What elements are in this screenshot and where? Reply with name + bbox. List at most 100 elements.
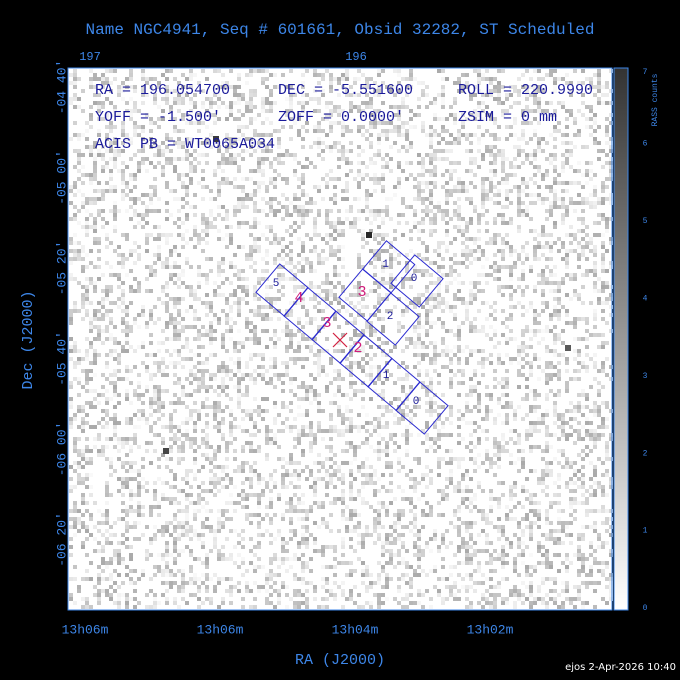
noise-pixel [469,181,473,185]
noise-pixel [313,437,317,441]
noise-pixel [565,437,569,441]
noise-pixel [169,161,173,165]
noise-pixel [485,77,489,81]
noise-pixel [265,85,269,89]
noise-pixel [321,197,325,201]
noise-pixel [165,77,169,81]
noise-pixel [325,429,329,433]
noise-pixel [129,417,133,421]
noise-pixel [405,441,409,445]
noise-pixel [253,129,257,133]
noise-pixel [265,185,269,189]
noise-pixel [545,141,549,145]
noise-pixel [381,281,385,285]
noise-pixel [305,465,309,469]
noise-pixel [337,389,341,393]
noise-pixel [565,189,569,193]
noise-pixel [385,165,389,169]
noise-pixel [121,289,125,293]
noise-pixel [473,281,477,285]
noise-pixel [425,133,429,137]
noise-pixel [329,417,333,421]
noise-pixel [533,253,537,257]
noise-pixel [525,205,529,209]
noise-pixel [509,245,513,249]
noise-pixel [337,465,341,469]
noise-pixel [285,205,289,209]
noise-pixel [177,145,181,149]
noise-pixel [365,81,369,85]
noise-pixel [109,169,113,173]
noise-pixel [281,153,285,157]
noise-pixel [509,317,513,321]
noise-pixel [337,77,341,81]
noise-pixel [525,121,529,125]
noise-pixel [421,345,425,349]
noise-pixel [577,293,581,297]
noise-pixel [405,345,409,349]
noise-pixel [529,329,533,333]
noise-pixel [185,429,189,433]
noise-pixel [409,385,413,389]
noise-pixel [329,197,333,201]
noise-pixel [269,201,273,205]
noise-pixel [357,309,361,313]
noise-pixel [209,145,213,149]
noise-pixel [477,289,481,293]
noise-pixel [193,457,197,461]
noise-pixel [553,273,557,277]
noise-pixel [213,101,217,105]
noise-pixel [165,185,169,189]
noise-pixel [257,473,261,477]
noise-pixel [325,213,329,217]
noise-pixel [297,177,301,181]
noise-pixel [465,185,469,189]
noise-pixel [117,285,121,289]
noise-pixel [289,213,293,217]
noise-pixel [77,177,81,181]
noise-pixel [501,157,505,161]
noise-pixel [321,77,325,81]
noise-pixel [185,173,189,177]
noise-pixel [109,337,113,341]
noise-pixel [461,261,465,265]
noise-pixel [69,345,73,349]
noise-pixel [477,405,481,409]
noise-pixel [429,325,433,329]
noise-pixel [185,437,189,441]
noise-pixel [389,121,393,125]
noise-pixel [109,373,113,377]
noise-pixel [577,405,581,409]
noise-pixel [257,245,261,249]
noise-pixel [245,149,249,153]
noise-pixel [257,277,261,281]
noise-pixel [269,109,273,113]
noise-pixel [453,213,457,217]
noise-pixel [457,381,461,385]
noise-pixel [593,333,597,337]
noise-pixel [121,125,125,129]
noise-pixel [301,73,305,77]
noise-pixel [453,345,457,349]
noise-pixel [417,353,421,357]
noise-pixel [493,421,497,425]
noise-pixel [357,469,361,473]
noise-pixel [297,405,301,409]
noise-pixel [309,265,313,269]
noise-pixel [153,409,157,413]
noise-pixel [225,441,229,445]
noise-pixel [241,373,245,377]
noise-pixel [205,217,209,221]
noise-pixel [97,249,101,253]
noise-pixel [129,325,133,329]
noise-pixel [597,73,601,77]
noise-pixel [69,217,73,221]
noise-pixel [393,305,397,309]
noise-pixel [553,89,557,93]
noise-pixel [77,381,81,385]
noise-pixel [217,85,221,89]
noise-pixel [429,385,433,389]
noise-pixel [85,421,89,425]
noise-pixel [557,389,561,393]
noise-pixel [309,345,313,349]
